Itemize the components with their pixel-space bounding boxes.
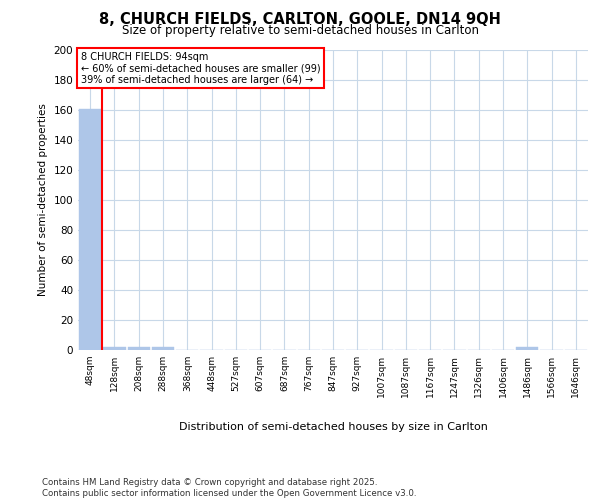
Text: 8, CHURCH FIELDS, CARLTON, GOOLE, DN14 9QH: 8, CHURCH FIELDS, CARLTON, GOOLE, DN14 9… (99, 12, 501, 28)
Bar (79, 108, 101, 350)
Text: Contains HM Land Registry data © Crown copyright and database right 2025.
Contai: Contains HM Land Registry data © Crown c… (42, 478, 416, 498)
Bar (516, 347, 538, 350)
Text: 8 CHURCH FIELDS: 94sqm
← 60% of semi-detached houses are smaller (99)
39% of sem: 8 CHURCH FIELDS: 94sqm ← 60% of semi-det… (80, 52, 320, 84)
Bar (103, 347, 125, 350)
Text: Size of property relative to semi-detached houses in Carlton: Size of property relative to semi-detach… (121, 24, 479, 37)
Bar (128, 347, 150, 350)
Y-axis label: Number of semi-detached properties: Number of semi-detached properties (38, 104, 48, 296)
Bar (152, 347, 174, 350)
Text: Distribution of semi-detached houses by size in Carlton: Distribution of semi-detached houses by … (179, 422, 487, 432)
